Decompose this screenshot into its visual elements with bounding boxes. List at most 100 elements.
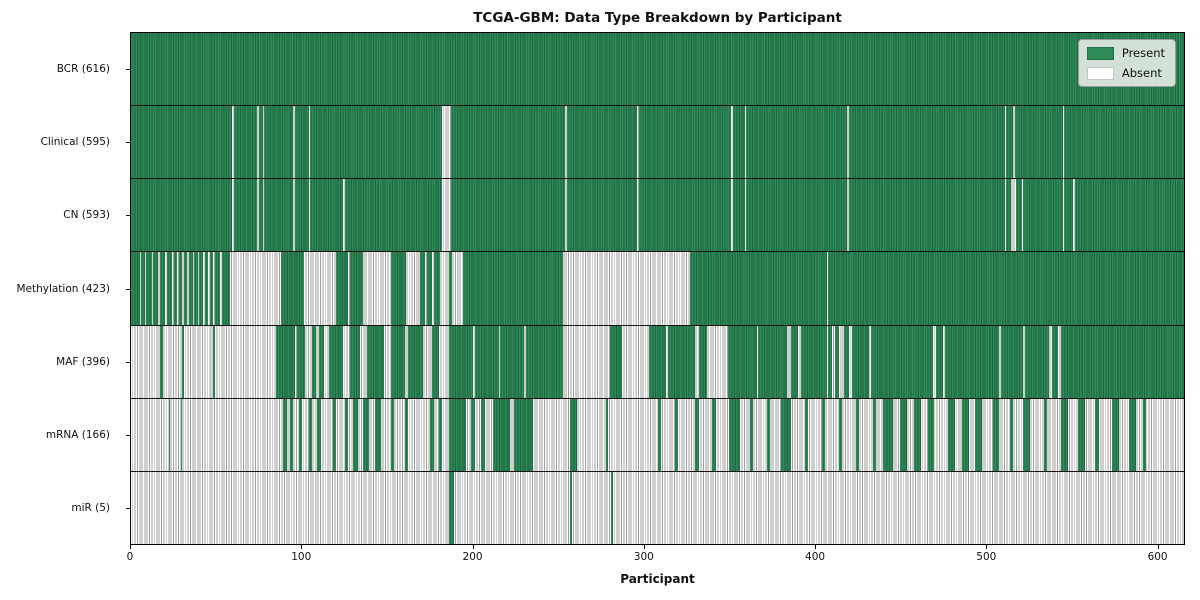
present-segment — [264, 106, 294, 179]
present-segment — [1006, 106, 1014, 179]
x-tick-label-600: 600 — [1147, 551, 1168, 563]
present-segment — [1006, 179, 1012, 252]
x-tick-label-400: 400 — [805, 551, 826, 563]
present-segment — [204, 252, 208, 325]
heatmap-row-CN — [131, 179, 1184, 253]
present-segment — [1014, 106, 1063, 179]
y-tick-label-Methylation: Methylation (423) — [16, 282, 110, 295]
present-segment — [848, 106, 1005, 179]
legend-label-absent: Absent — [1121, 66, 1162, 80]
present-segment — [566, 179, 637, 252]
present-segment — [296, 325, 306, 398]
present-segment — [732, 106, 745, 179]
heatmap-row-Clinical — [131, 106, 1184, 180]
present-segment — [264, 179, 294, 252]
x-tick-label-500: 500 — [976, 551, 997, 563]
heatmap-row-mRNA — [131, 398, 1184, 472]
present-segment — [732, 179, 745, 252]
present-segment — [698, 325, 708, 398]
heatmap-row-Methylation — [131, 252, 1184, 326]
present-segment — [390, 398, 395, 471]
present-segment — [283, 398, 287, 471]
present-segment — [1043, 398, 1048, 471]
x-tick-mark — [130, 545, 131, 549]
present-segment — [1016, 179, 1022, 252]
present-segment — [430, 398, 434, 471]
present-segment — [611, 471, 614, 544]
present-segment — [419, 252, 426, 325]
present-segment — [295, 179, 309, 252]
present-segment — [332, 398, 337, 471]
x-tick-mark — [1157, 545, 1159, 549]
present-segment — [695, 398, 699, 471]
present-segment — [317, 398, 321, 471]
present-segment — [674, 398, 678, 471]
present-segment — [375, 398, 381, 471]
present-segment — [848, 179, 1005, 252]
present-segment — [936, 325, 943, 398]
present-segment — [780, 398, 791, 471]
present-segment — [657, 398, 661, 471]
present-segment — [913, 398, 921, 471]
y-tick-mark — [126, 508, 130, 510]
y-tick-labels: BCR (616) Clinical (595) CN (593) Methylati… — [0, 32, 122, 545]
present-segment — [766, 398, 771, 471]
present-segment — [638, 179, 731, 252]
present-segment — [872, 398, 877, 471]
y-tick-label-BCR: BCR (616) — [56, 62, 110, 75]
present-segment — [390, 252, 407, 325]
present-segment — [729, 398, 740, 471]
present-segment — [609, 325, 622, 398]
present-segment — [199, 252, 203, 325]
x-tick-mark — [301, 545, 303, 549]
present-segment — [1064, 179, 1073, 252]
present-segment — [961, 398, 969, 471]
present-segment — [804, 398, 808, 471]
present-segment — [438, 398, 443, 471]
present-segment — [131, 179, 232, 252]
y-tick-label-MAF: MAF (396) — [56, 355, 110, 368]
present-segment — [843, 325, 849, 398]
present-segment — [308, 398, 313, 471]
present-segment — [992, 398, 1000, 471]
x-tick-mark — [986, 545, 988, 549]
present-segment — [353, 398, 359, 471]
present-segment — [855, 398, 860, 471]
chart-title: TCGA-GBM: Data Type Breakdown by Partici… — [473, 10, 842, 26]
present-segment — [712, 398, 716, 471]
present-segment — [1023, 179, 1063, 252]
present-segment — [131, 252, 140, 325]
present-segment — [1025, 325, 1049, 398]
present-segment — [481, 398, 485, 471]
present-segment — [448, 471, 455, 544]
heatmap-row-miR — [131, 471, 1184, 544]
present-segment — [1129, 398, 1137, 471]
present-segment — [1074, 179, 1184, 252]
present-segment — [180, 398, 183, 471]
absent-swatch — [1086, 66, 1114, 80]
present-segment — [160, 252, 166, 325]
present-segment — [927, 398, 935, 471]
present-segment — [166, 252, 173, 325]
present-segment — [182, 325, 184, 398]
present-segment — [883, 398, 894, 471]
x-tick-label-100: 100 — [291, 551, 312, 563]
present-segment — [319, 325, 325, 398]
present-segment — [310, 179, 343, 252]
present-segment — [689, 252, 827, 325]
present-segment — [404, 398, 408, 471]
present-segment — [500, 325, 525, 398]
heatmap-rows — [131, 33, 1184, 544]
legend-entry-absent: Absent — [1086, 66, 1165, 80]
present-segment — [1009, 398, 1014, 471]
present-segment — [1052, 325, 1058, 398]
present-segment — [213, 325, 215, 398]
x-tick-mark — [643, 545, 645, 549]
present-segment — [900, 398, 908, 471]
present-segment — [570, 471, 573, 544]
present-segment — [153, 252, 159, 325]
present-segment — [194, 252, 198, 325]
present-segment — [407, 325, 424, 398]
present-segment — [746, 106, 848, 179]
